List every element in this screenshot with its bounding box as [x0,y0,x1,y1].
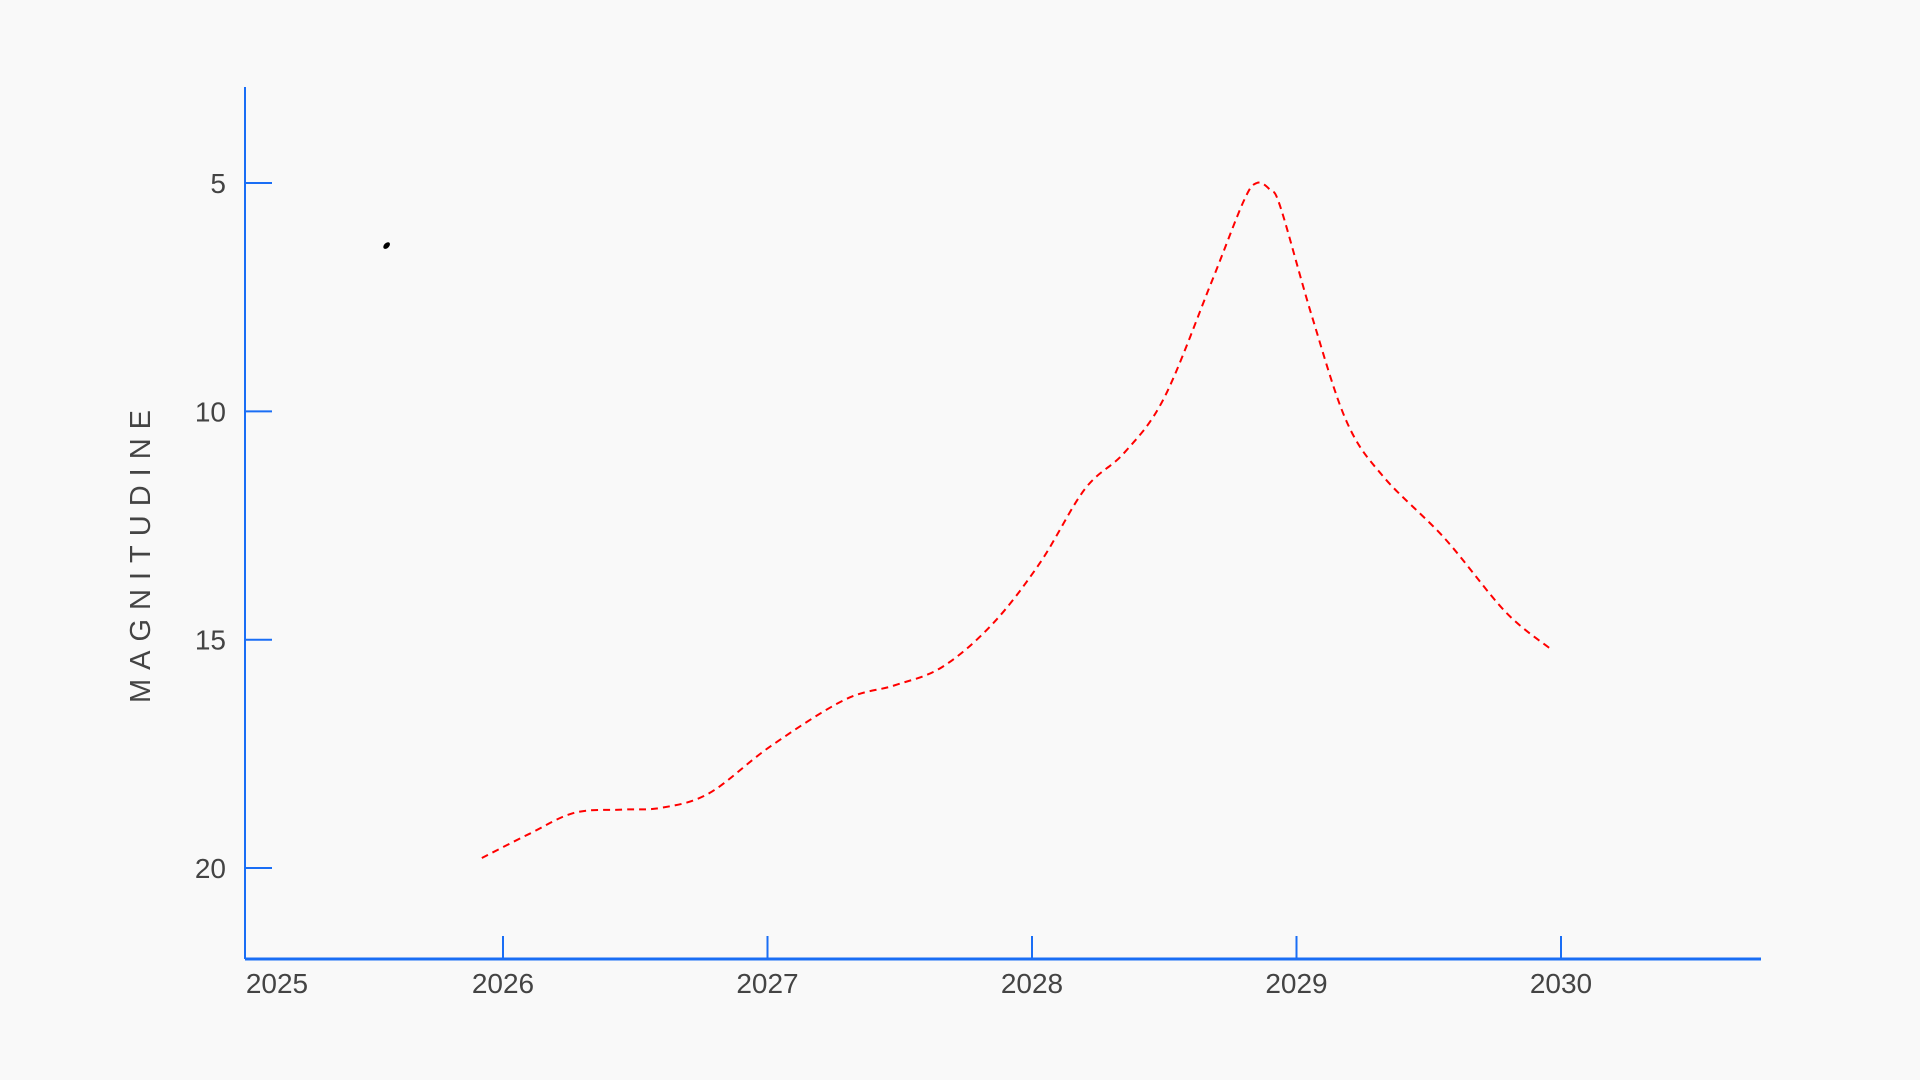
series-line-0 [481,181,1552,859]
y-tick-label: 5 [210,168,226,199]
x-tick-label: 2025 [246,968,308,999]
x-tick-label: 2029 [1265,968,1327,999]
x-tick-label: 2027 [736,968,798,999]
data-point [383,242,390,249]
y-tick-label: 15 [195,625,226,656]
x-tick-label: 2030 [1530,968,1592,999]
y-tick-label: 10 [195,396,226,427]
y-tick-label: 20 [195,853,226,884]
x-tick-label: 2028 [1001,968,1063,999]
x-tick-label: 2026 [472,968,534,999]
y-axis-title: MAGNITUDINE [125,401,157,703]
